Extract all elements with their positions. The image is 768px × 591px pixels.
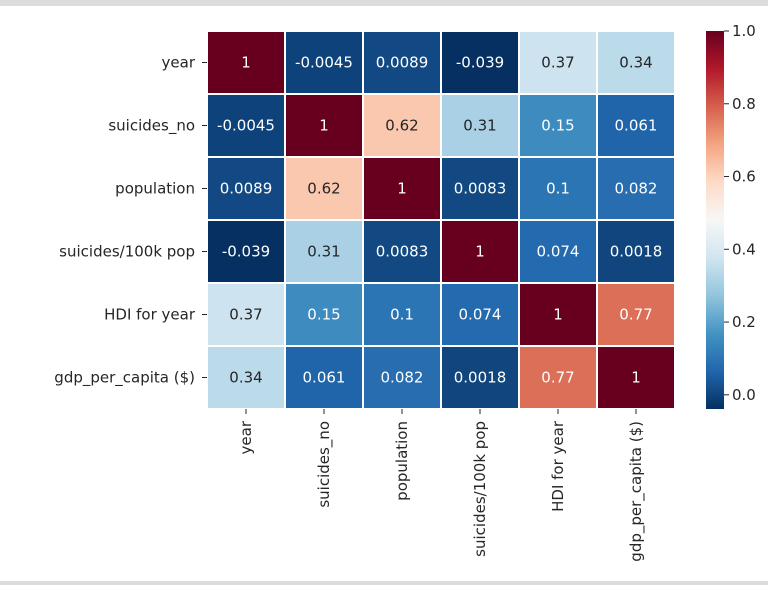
heatmap-cell-r3-c4	[518, 219, 598, 284]
heatmap-cell-r2-c4	[518, 156, 598, 221]
heatmap-cell-label-r1-c4: 0.15	[541, 117, 574, 135]
heatmap-cell-label-r1-c5: 0.061	[615, 117, 658, 135]
heatmap-chart: 1 -0.0045 0.0089 -0.039 0.37 0.34 -0.0045 1 0.62…	[54, 22, 756, 562]
heatmap-cell-label-r4-c5: 0.77	[619, 306, 652, 324]
heatmap-cell-label-r0-c4: 0.37	[541, 54, 574, 72]
colorbar-tick-label-3: 0.6	[732, 168, 756, 186]
heatmap-cell-r3-c5	[596, 219, 676, 284]
heatmap-cell-label-r2-c4: 0.1	[546, 180, 570, 198]
heatmap-cell-r0-c1	[284, 30, 364, 95]
heatmap-cell-r3-c0	[206, 219, 286, 284]
heatmap-cell-label-r4-c1: 0.15	[307, 306, 340, 324]
heatmap-cell-label-r1-c2: 0.62	[385, 117, 418, 135]
heatmap-cell-label-r5-c0: 0.34	[229, 369, 262, 387]
y-tick-label-2: population	[115, 180, 195, 198]
heatmap-cell-label-r2-c1: 0.62	[307, 180, 340, 198]
heatmap-cell-label-r1-c3: 0.31	[463, 117, 496, 135]
y-tick-label-0: year	[162, 54, 196, 72]
heatmap-cell-label-r0-c2: 0.0089	[376, 54, 429, 72]
heatmap-cell-r3-c1	[284, 219, 364, 284]
heatmap-cell-label-r1-c1: 1	[319, 117, 329, 135]
x-tick-label-5: gdp_per_capita ($)	[627, 421, 646, 562]
x-tick-label-1: suicides_no	[315, 421, 334, 508]
x-tick-label-2: population	[393, 421, 411, 501]
heatmap-cell-label-r3-c2: 0.0083	[376, 243, 429, 261]
heatmap-cells	[206, 30, 676, 410]
heatmap-cell-label-r3-c0: -0.039	[222, 243, 270, 261]
heatmap-cell-label-r5-c3: 0.0018	[454, 369, 507, 387]
x-axis-tick-labels: year suicides_no population suicides/100k p…	[237, 409, 646, 562]
heatmap-cell-label-r0-c3: -0.039	[456, 54, 504, 72]
heatmap-cell-label-r2-c0: 0.0089	[220, 180, 273, 198]
colorbar-gradient	[706, 31, 724, 409]
heatmap-cell-r2-c1	[284, 156, 364, 221]
x-tick-label-4: HDI for year	[549, 420, 567, 512]
heatmap-cell-label-r4-c3: 0.074	[459, 306, 502, 324]
heatmap-cell-label-r5-c4: 0.77	[541, 369, 574, 387]
colorbar-tick-label-4: 0.8	[732, 95, 756, 113]
heatmap-cell-label-r3-c4: 0.074	[537, 243, 580, 261]
heatmap-cell-r4-c4	[518, 282, 598, 347]
heatmap-cell-label-r3-c5: 0.0018	[610, 243, 663, 261]
colorbar-tick-label-5: 1.0	[732, 22, 756, 40]
heatmap-cell-label-r4-c0: 0.37	[229, 306, 262, 324]
heatmap-cell-r5-c5	[596, 345, 676, 410]
heatmap-cell-labels: 1 -0.0045 0.0089 -0.039 0.37 0.34 -0.0045 1 0.62…	[217, 54, 662, 387]
heatmap-cell-label-r0-c1: -0.0045	[295, 54, 353, 72]
heatmap-cell-r2-c3	[440, 156, 520, 221]
heatmap-cell-label-r2-c3: 0.0083	[454, 180, 507, 198]
colorbar-tick-label-2: 0.4	[732, 240, 756, 258]
colorbar-tick-label-1: 0.2	[732, 313, 756, 331]
heatmap-cell-label-r2-c2: 1	[397, 180, 407, 198]
y-tick-label-3: suicides/100k pop	[59, 243, 195, 261]
heatmap-cell-label-r0-c0: 1	[241, 54, 251, 72]
y-tick-label-1: suicides_no	[108, 117, 195, 136]
heatmap-cell-label-r2-c5: 0.082	[615, 180, 658, 198]
y-axis-tick-labels: year suicides_no population suicides/100k p…	[54, 54, 207, 388]
heatmap-cell-r3-c2	[362, 219, 442, 284]
heatmap-cell-r1-c3	[440, 93, 520, 158]
heatmap-cell-label-r4-c2: 0.1	[390, 306, 414, 324]
colorbar: 0.0 0.2 0.4 0.6 0.8 1.0	[706, 22, 756, 409]
heatmap-cell-r5-c0	[206, 345, 286, 410]
heatmap-cell-r4-c2	[362, 282, 442, 347]
heatmap-cell-label-r3-c1: 0.31	[307, 243, 340, 261]
heatmap-cell-r1-c1	[284, 93, 364, 158]
heatmap-cell-r4-c3	[440, 282, 520, 347]
heatmap-cell-r0-c5	[596, 30, 676, 95]
x-tick-label-3: suicides/100k pop	[471, 421, 489, 557]
heatmap-cell-label-r3-c3: 1	[475, 243, 485, 261]
heatmap-cell-label-r5-c1: 0.061	[303, 369, 346, 387]
heatmap-cell-label-r5-c5: 1	[631, 369, 641, 387]
y-tick-label-5: gdp_per_capita ($)	[54, 369, 195, 388]
heatmap-cell-label-r1-c0: -0.0045	[217, 117, 275, 135]
heatmap-cell-r2-c5	[596, 156, 676, 221]
heatmap-cell-r4-c5	[596, 282, 676, 347]
x-tick-label-0: year	[237, 420, 255, 454]
heatmap-cell-label-r0-c5: 0.34	[619, 54, 652, 72]
colorbar-tick-label-0: 0.0	[732, 386, 756, 404]
heatmap-cell-label-r5-c2: 0.082	[381, 369, 424, 387]
heatmap-cell-r1-c5	[596, 93, 676, 158]
y-tick-label-4: HDI for year	[104, 306, 196, 324]
heatmap-cell-r3-c3	[440, 219, 520, 284]
heatmap-cell-label-r4-c4: 1	[553, 306, 563, 324]
